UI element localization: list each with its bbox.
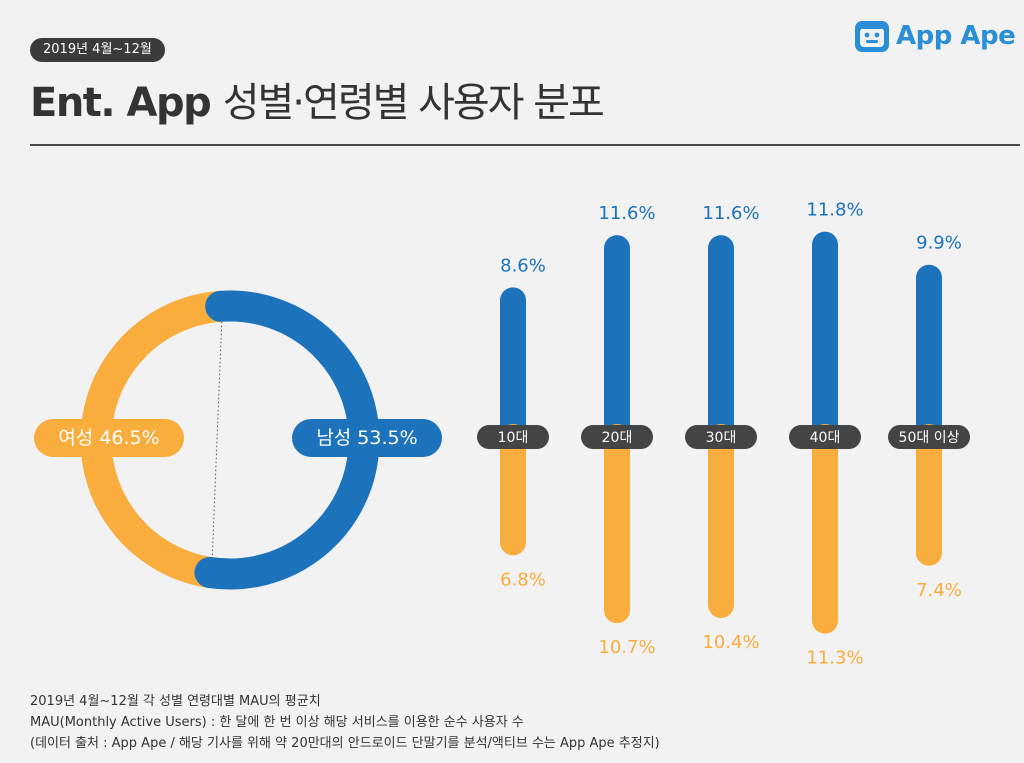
age-category-label: 20대 <box>602 430 633 446</box>
male-share-label: 남성 53.5% <box>316 427 417 449</box>
title-divider <box>30 144 1020 146</box>
age-category-pill <box>888 425 970 449</box>
page-title-main: Ent. App <box>30 80 212 126</box>
age-category-label: 50대 이상 <box>899 430 960 446</box>
female-value-label: 11.3% <box>806 648 863 669</box>
male-age-bar <box>604 235 630 450</box>
female-age-bar <box>812 424 838 634</box>
male-value-label: 11.8% <box>806 200 863 221</box>
female-age-bar <box>708 424 734 618</box>
age-category-label: 10대 <box>498 430 529 446</box>
footnotes: 2019년 4월~12월 각 성별 연령대별 MAU의 평균치 MAU(Mont… <box>30 691 660 754</box>
period-badge: 2019년 4월~12월 <box>30 38 165 62</box>
age-category-pill <box>477 425 549 449</box>
male-value-label: 11.6% <box>598 203 655 224</box>
donut-divider-line <box>211 321 223 558</box>
footnote-line: (데이터 출처 : App Ape / 해당 기사를 위해 약 20만대의 안드… <box>30 736 660 751</box>
female-value-label: 7.4% <box>916 580 962 601</box>
footnote-line: MAU(Monthly Active Users) : 한 달에 한 번 이상 … <box>30 715 524 730</box>
age-category-label: 30대 <box>706 430 737 446</box>
male-value-label: 11.6% <box>702 203 759 224</box>
female-age-bar <box>500 424 526 556</box>
app-ape-logo-icon <box>855 21 889 52</box>
female-value-label: 10.4% <box>702 632 759 653</box>
footnote-line: 2019년 4월~12월 각 성별 연령대별 MAU의 평균치 <box>30 694 321 709</box>
male-value-label: 8.6% <box>500 255 546 276</box>
male-value-label: 9.9% <box>916 233 962 254</box>
male-age-bar <box>812 231 838 450</box>
male-age-bar <box>916 264 942 450</box>
male-age-bar <box>500 287 526 450</box>
age-category-pill <box>789 425 861 449</box>
male-label-pill <box>292 419 442 457</box>
female-value-label: 10.7% <box>598 637 655 658</box>
female-share-label: 여성 46.5% <box>58 427 159 449</box>
brand-name: App Ape <box>896 21 1016 51</box>
age-category-label: 40대 <box>810 430 841 446</box>
page-title: Ent. App 성별·연령별 사용자 분포 <box>30 70 605 128</box>
page-title-sub: 성별·연령별 사용자 분포 <box>222 80 605 126</box>
brand-logo: App Ape <box>854 18 1016 54</box>
age-category-pill <box>685 425 757 449</box>
female-value-label: 6.8% <box>500 569 546 590</box>
female-label-pill <box>34 419 184 457</box>
age-category-pill <box>581 425 653 449</box>
female-age-bar <box>916 424 942 566</box>
female-age-bar <box>604 424 630 624</box>
male-age-bar <box>708 235 734 450</box>
